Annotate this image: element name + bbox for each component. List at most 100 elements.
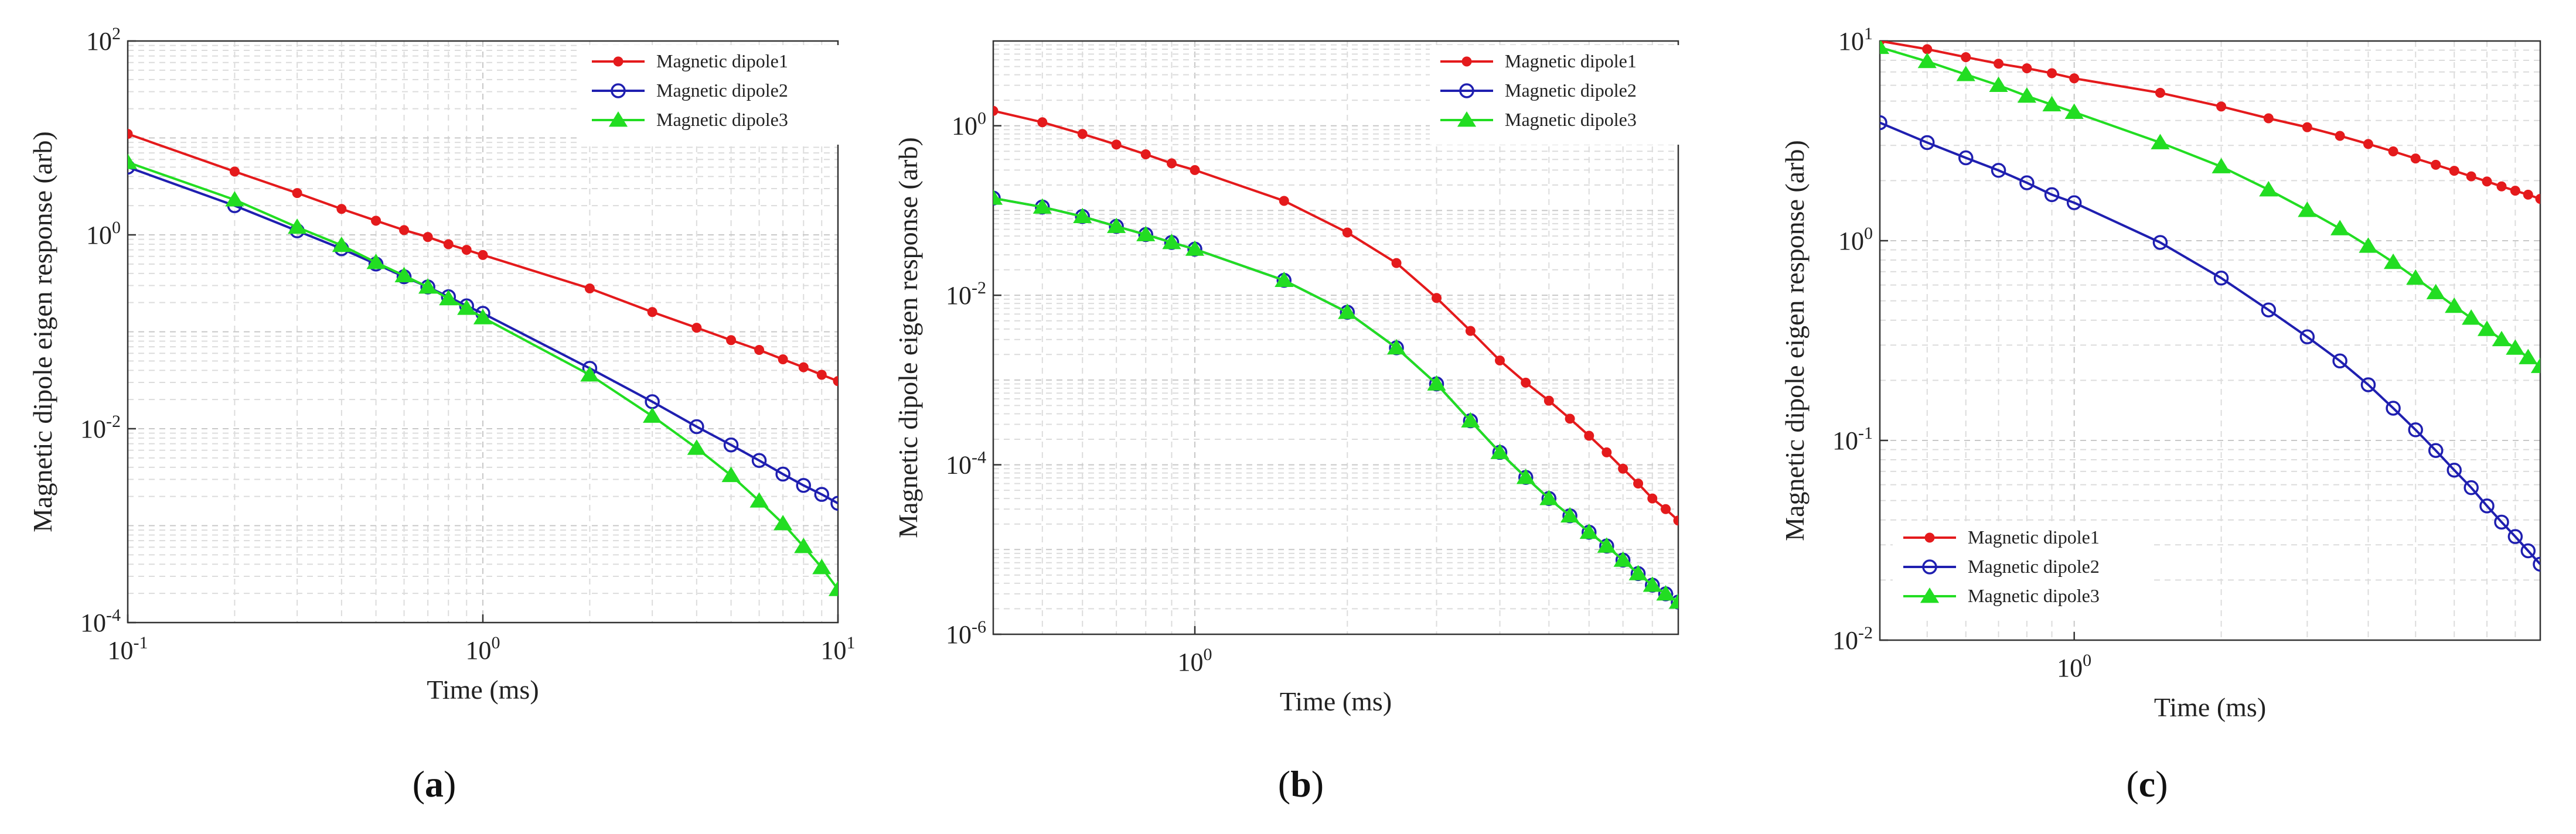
legend-label: Magnetic dipole2 — [656, 80, 788, 101]
data-point — [2523, 189, 2533, 200]
data-point — [2431, 159, 2441, 170]
data-point — [1565, 413, 1575, 424]
plot-frame — [1879, 40, 2541, 641]
legend-item: Magnetic dipole3 — [1440, 109, 1637, 130]
data-point — [796, 478, 812, 493]
data-point — [778, 354, 788, 365]
x-tick-label: 100 — [1178, 645, 1212, 676]
series-3 — [128, 153, 838, 596]
y-axis-label: Magnetic dipole eigen response (arb) — [893, 137, 923, 538]
legend-item: Magnetic dipole2 — [592, 80, 788, 101]
data-point — [691, 323, 702, 333]
data-point — [1140, 149, 1151, 160]
data-point — [2044, 187, 2060, 203]
data-point — [422, 232, 433, 242]
data-point — [1880, 115, 1887, 131]
data-point — [439, 289, 458, 306]
data-point — [1275, 271, 1294, 288]
data-point — [775, 466, 790, 482]
data-point — [2520, 543, 2536, 559]
data-point — [1989, 76, 2008, 93]
legend-marker — [1924, 532, 1935, 543]
y-tick-label: 102 — [86, 24, 121, 56]
series-2 — [1880, 115, 2540, 572]
y-axis-label: Magnetic dipole eigen response (arb) — [1780, 140, 1810, 541]
legend-marker — [611, 83, 626, 98]
data-point — [1597, 537, 1616, 553]
y-tick-label: 10-4 — [80, 606, 121, 637]
data-point — [2047, 68, 2057, 78]
legend-label: Magnetic dipole3 — [1968, 585, 2100, 606]
y-tick-label: 10-4 — [946, 448, 986, 480]
data-point — [2463, 480, 2479, 495]
data-point — [1602, 447, 1612, 457]
data-point — [774, 515, 793, 531]
legend-marker — [1461, 56, 1472, 67]
data-point — [1516, 469, 1535, 484]
data-point — [2259, 181, 2278, 197]
data-point — [128, 153, 138, 169]
x-axis-label: Time (ms) — [2154, 692, 2266, 722]
data-point — [1461, 412, 1480, 428]
data-point — [2359, 237, 2378, 253]
legend: Magnetic dipole1 Magnetic dipole2 Magnetic… — [1893, 521, 2151, 621]
legend-item: Magnetic dipole3 — [592, 109, 788, 130]
data-point — [2533, 556, 2540, 572]
data-point — [1136, 225, 1156, 241]
data-point — [726, 335, 737, 346]
y-tick-label: 10-2 — [946, 278, 986, 310]
data-point — [1465, 326, 1476, 336]
data-point — [689, 419, 704, 435]
data-point — [2510, 186, 2520, 196]
plot-area — [993, 105, 1678, 610]
data-point — [1190, 165, 1200, 175]
panel-b: 100 10-6 10-4 10-2 100 Time (ms) Magnetic dipo… — [893, 40, 1688, 716]
data-point — [816, 370, 827, 380]
data-point — [1584, 430, 1594, 441]
y-tick-label: 10-1 — [1832, 423, 1873, 455]
data-point — [1994, 59, 2004, 69]
data-point — [399, 225, 410, 235]
data-point — [2426, 283, 2445, 299]
legend-label: Magnetic dipole1 — [1968, 527, 2100, 548]
data-point — [1671, 594, 1678, 610]
y-tick-label: 100 — [1838, 224, 1873, 255]
data-point — [2445, 297, 2464, 313]
data-point — [2022, 63, 2032, 74]
x-axis-label: Time (ms) — [1280, 686, 1392, 716]
data-point — [1342, 227, 1352, 238]
data-point — [1539, 490, 1559, 505]
legend-item: Magnetic dipole3 — [1903, 585, 2100, 606]
data-point — [2330, 220, 2350, 235]
data-point — [828, 580, 838, 596]
data-point — [1958, 150, 1974, 166]
data-point — [2332, 353, 2347, 369]
data-point — [1579, 523, 1599, 539]
data-point — [2449, 166, 2459, 176]
series-3 — [993, 189, 1678, 609]
series-1 — [993, 105, 1678, 526]
data-point — [1656, 585, 1675, 601]
data-point — [2477, 320, 2497, 336]
data-point — [1073, 207, 1092, 224]
y-tick-label: 10-2 — [1832, 623, 1873, 655]
legend-item: Magnetic dipole1 — [592, 50, 788, 71]
data-point — [1111, 139, 1122, 150]
data-point — [1037, 117, 1048, 128]
data-point — [1961, 52, 1971, 63]
data-point — [2492, 330, 2512, 347]
data-point — [229, 166, 240, 177]
data-point — [1543, 395, 1554, 406]
data-point — [993, 189, 1003, 205]
data-point — [1922, 44, 1933, 54]
data-point — [2519, 348, 2538, 364]
data-point — [580, 366, 599, 382]
data-point — [1391, 258, 1402, 268]
data-point — [1162, 234, 1181, 249]
data-point — [1661, 504, 1671, 514]
legend-label: Magnetic dipole2 — [1505, 80, 1637, 101]
legend-item: Magnetic dipole1 — [1440, 50, 1637, 71]
data-point — [2066, 195, 2082, 210]
panel-label-b: (b) — [1278, 763, 1324, 805]
data-point — [2384, 253, 2403, 269]
